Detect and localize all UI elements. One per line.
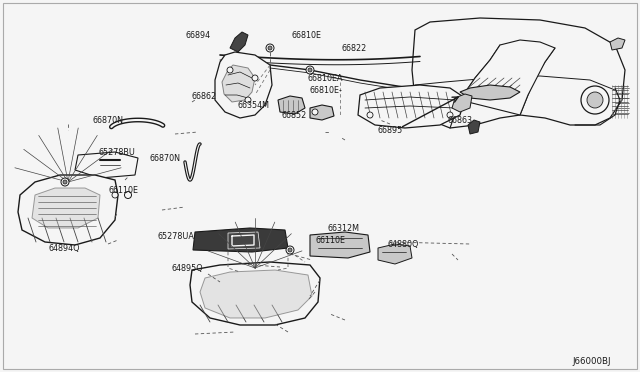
Polygon shape (75, 152, 138, 178)
Circle shape (312, 109, 318, 115)
Circle shape (308, 68, 312, 72)
Circle shape (306, 66, 314, 74)
Circle shape (581, 86, 609, 114)
Text: J66000BJ: J66000BJ (572, 357, 611, 366)
Polygon shape (412, 18, 625, 128)
Text: 66810E-: 66810E- (310, 86, 343, 94)
Polygon shape (610, 38, 625, 50)
Polygon shape (193, 228, 288, 252)
Text: 66354M: 66354M (238, 100, 270, 109)
Polygon shape (468, 120, 480, 134)
Text: 66862: 66862 (192, 92, 217, 100)
Circle shape (286, 246, 294, 254)
Text: 64880Q: 64880Q (388, 241, 419, 250)
Text: 66810EA: 66810EA (308, 74, 344, 83)
Polygon shape (378, 244, 412, 264)
Polygon shape (230, 32, 248, 52)
Text: 65278BU: 65278BU (98, 148, 135, 157)
Circle shape (288, 248, 292, 252)
Text: 66870N: 66870N (150, 154, 181, 163)
Text: 65278UA: 65278UA (158, 231, 195, 241)
Polygon shape (190, 262, 320, 325)
Text: 66895: 66895 (378, 125, 403, 135)
Polygon shape (215, 52, 272, 118)
Text: 66312M: 66312M (328, 224, 360, 232)
Text: 64895Q: 64895Q (172, 263, 204, 273)
Circle shape (587, 92, 603, 108)
Polygon shape (310, 105, 334, 120)
Circle shape (266, 44, 274, 52)
Text: 66852: 66852 (282, 110, 307, 119)
Text: 66810E: 66810E (292, 31, 322, 39)
Text: 66894: 66894 (185, 31, 210, 39)
Text: 66863: 66863 (448, 115, 473, 125)
Circle shape (252, 75, 258, 81)
Text: 64894Q: 64894Q (48, 244, 79, 253)
Circle shape (61, 178, 69, 186)
Polygon shape (460, 40, 555, 115)
Polygon shape (460, 85, 520, 100)
Text: 66110E: 66110E (108, 186, 138, 195)
Circle shape (245, 97, 251, 103)
Polygon shape (278, 96, 305, 114)
Polygon shape (222, 65, 255, 102)
Text: 66110E: 66110E (316, 235, 346, 244)
Polygon shape (358, 85, 465, 128)
Polygon shape (32, 188, 100, 228)
Circle shape (367, 112, 373, 118)
Polygon shape (310, 232, 370, 258)
Circle shape (125, 192, 131, 199)
Circle shape (268, 46, 272, 50)
Polygon shape (18, 175, 118, 245)
Circle shape (112, 192, 118, 198)
Polygon shape (228, 232, 260, 249)
Polygon shape (200, 270, 312, 318)
Circle shape (447, 112, 453, 118)
Circle shape (63, 180, 67, 184)
Text: 66822: 66822 (342, 44, 367, 52)
Circle shape (227, 67, 233, 73)
Polygon shape (452, 94, 472, 112)
Text: 66870N: 66870N (92, 115, 123, 125)
